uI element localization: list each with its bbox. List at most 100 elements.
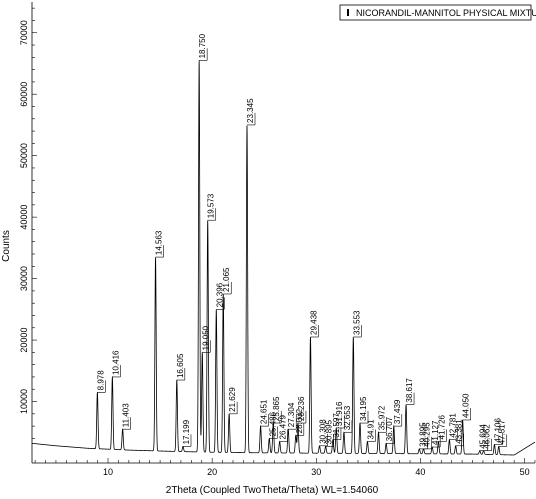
peak-label: 47.517 xyxy=(498,419,507,444)
legend-box xyxy=(339,4,532,21)
peak-label: 35.972 xyxy=(377,405,386,430)
peak-marker: 35.972 xyxy=(377,405,387,433)
peak-marker: 10.416 xyxy=(111,350,121,378)
peak-marker: 31.597 xyxy=(332,413,342,440)
peak-marker: 40.295 xyxy=(423,422,432,450)
peak-marker: 11.403 xyxy=(122,403,131,430)
peak-marker: 38.617 xyxy=(405,378,415,405)
y-tick-label: 30000 xyxy=(19,266,29,291)
peak-label: 11.403 xyxy=(122,403,131,427)
peak-marker: 28.032 xyxy=(295,408,305,436)
peak-marker: 27.304 xyxy=(287,402,297,430)
y-tick-label: 50000 xyxy=(19,143,29,168)
peak-label: 30.895 xyxy=(325,419,334,444)
axis-ticks: 10000 20000 30000 40000 50000 60000 70000 10 20 3… xyxy=(19,7,536,477)
peak-marker: 41.127 xyxy=(431,420,441,448)
peak-marker: 46.062 xyxy=(483,424,492,452)
peak-label: 40.295 xyxy=(423,422,432,447)
peak-label: 39.895 xyxy=(418,422,427,447)
peak-label: 29.438 xyxy=(309,310,318,335)
y-tick-label: 20000 xyxy=(19,328,29,353)
peak-label: 38.617 xyxy=(405,378,414,403)
peak-marker: 34.91 xyxy=(366,419,376,442)
peak-label: 37.439 xyxy=(393,399,402,424)
x-tick-label: 50 xyxy=(520,467,530,477)
peak-marker: 43.381 xyxy=(455,419,464,447)
x-tick-label: 10 xyxy=(103,467,113,477)
x-tick-label: 40 xyxy=(415,467,425,477)
peak-label: 21.065 xyxy=(222,267,231,292)
peak-label: 26.479 xyxy=(279,414,288,439)
y-tick-label: 40000 xyxy=(19,205,29,230)
peak-label: 33.553 xyxy=(352,310,361,335)
y-tick-label: 60000 xyxy=(19,82,29,107)
x-tick-label: 20 xyxy=(207,467,217,477)
peak-marker: 29.438 xyxy=(309,310,319,338)
peak-label: 34.91 xyxy=(366,419,375,440)
peak-label: 18.750 xyxy=(198,33,207,58)
peak-marker: 8.978 xyxy=(96,370,106,393)
peak-label: 46.062 xyxy=(483,424,492,449)
peak-label: 32.653 xyxy=(343,405,352,430)
peak-label: 14.563 xyxy=(155,230,164,255)
diffraction-pattern-line xyxy=(31,60,536,456)
peak-marker: 19.050 xyxy=(201,325,211,353)
peak-marker: 18.750 xyxy=(198,33,208,61)
peak-label: 16.605 xyxy=(176,353,185,378)
peak-label: 47.106 xyxy=(493,418,502,443)
peak-label: 44.050 xyxy=(462,393,471,418)
peak-label: 30.308 xyxy=(319,419,328,444)
x-axis-title: 2Theta (Coupled TwoTheta/Theta) WL=1.540… xyxy=(166,485,379,496)
peak-label: 34.195 xyxy=(359,396,368,421)
peak-marker: 21.065 xyxy=(222,267,232,295)
peak-marker: 41.726 xyxy=(437,414,447,442)
peak-label: 31.916 xyxy=(335,401,344,426)
axis-frame xyxy=(31,2,535,464)
peak-label: 24.651 xyxy=(260,399,269,424)
peak-label: 43.381 xyxy=(455,419,464,444)
peak-marker: 25.865 xyxy=(272,396,282,424)
peak-marker: 47.106 xyxy=(493,418,503,445)
peak-marker: 14.563 xyxy=(155,230,164,258)
peak-annotations: 8.978 10.416 11.403 14.563 16.605 17.199 18.75… xyxy=(96,33,508,452)
peak-label: 31.597 xyxy=(332,413,341,438)
peak-label: 21.629 xyxy=(228,387,237,412)
peak-marker: 23.345 xyxy=(246,98,256,126)
peak-marker: 47.517 xyxy=(498,419,508,447)
peak-marker: 36.707 xyxy=(385,416,395,444)
peak-marker: 37.439 xyxy=(393,399,403,427)
legend-label: NICORANDIL-MANNITOL PHYSICAL MIXTURE.raw xyxy=(356,8,536,18)
peak-marker: 31.916 xyxy=(335,401,345,429)
peak-marker: 30.308 xyxy=(319,419,328,447)
peak-marker: 42.781 xyxy=(448,413,458,440)
peak-label: 25.865 xyxy=(272,396,281,421)
peak-label: 8.978 xyxy=(96,370,105,391)
peak-marker: 28.236 xyxy=(297,396,307,424)
y-tick-label: 10000 xyxy=(19,389,29,414)
peak-marker: 17.199 xyxy=(182,419,192,447)
peak-label: 10.416 xyxy=(111,350,120,375)
peak-label: 27.304 xyxy=(287,402,296,427)
peak-label: 41.127 xyxy=(431,420,440,445)
peak-label: 28.236 xyxy=(297,396,306,421)
peak-label: 19.050 xyxy=(201,325,210,350)
peak-marker: 26.479 xyxy=(279,414,288,442)
peak-marker: 24.651 xyxy=(260,399,269,427)
peak-label: 28.032 xyxy=(295,408,304,433)
peak-marker: 32.653 xyxy=(343,405,353,433)
y-tick-label: 70000 xyxy=(19,20,29,45)
y-axis-title: Counts xyxy=(1,230,12,262)
peak-label: 25.486 xyxy=(268,411,277,436)
peak-marker: 25.486 xyxy=(268,411,278,439)
peak-label: 36.707 xyxy=(385,416,394,441)
peak-marker: 21.629 xyxy=(228,387,238,415)
peak-label: 23.345 xyxy=(246,98,255,123)
peak-marker: 34.195 xyxy=(359,396,369,424)
peak-marker: 30.895 xyxy=(325,419,334,447)
peak-marker: 44.050 xyxy=(462,393,471,421)
peak-label: 17.199 xyxy=(182,419,191,444)
peak-label: 19.573 xyxy=(207,193,216,218)
peak-label: 20.396 xyxy=(215,282,224,307)
peak-marker: 20.396 xyxy=(215,282,225,310)
